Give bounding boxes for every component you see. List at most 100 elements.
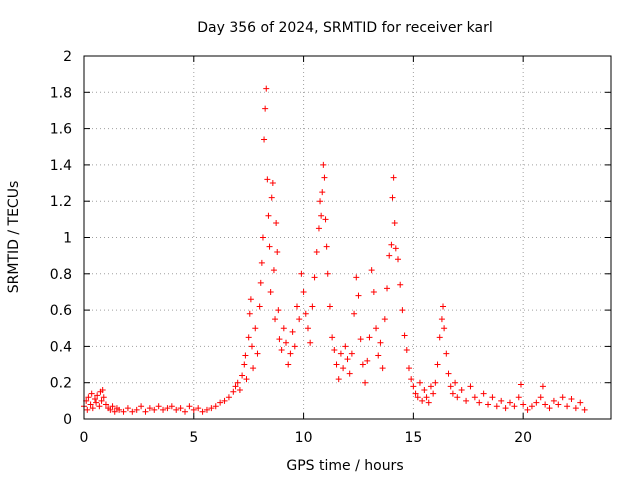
data-point xyxy=(296,316,303,323)
data-point xyxy=(489,394,496,401)
data-point xyxy=(467,383,474,390)
data-point xyxy=(362,379,369,386)
data-point xyxy=(440,303,447,310)
data-point xyxy=(423,394,430,401)
data-point xyxy=(88,390,95,397)
data-point xyxy=(267,288,274,295)
data-point xyxy=(359,361,366,368)
data-point xyxy=(392,245,399,252)
data-point xyxy=(318,212,325,219)
data-point xyxy=(246,310,253,317)
data-point xyxy=(430,390,437,397)
data-point xyxy=(502,405,509,412)
data-point xyxy=(480,390,487,397)
data-point xyxy=(357,336,364,343)
data-point xyxy=(109,403,116,410)
data-point xyxy=(370,288,377,295)
data-point xyxy=(572,405,579,412)
y-tick-label: 0.2 xyxy=(50,376,72,392)
data-point xyxy=(270,267,277,274)
data-point xyxy=(366,334,373,341)
data-point xyxy=(399,307,406,314)
data-point xyxy=(397,281,404,288)
data-point xyxy=(142,408,149,415)
data-point xyxy=(280,325,287,332)
data-point xyxy=(364,357,371,364)
data-point xyxy=(102,401,109,408)
data-point xyxy=(454,394,461,401)
data-point xyxy=(555,401,562,408)
data-point xyxy=(405,365,412,372)
data-point xyxy=(221,397,228,404)
data-point xyxy=(278,347,285,354)
data-point xyxy=(146,405,153,412)
data-point xyxy=(449,390,456,397)
data-point xyxy=(100,394,107,401)
data-point xyxy=(225,394,232,401)
x-tick-label: 0 xyxy=(80,430,89,446)
y-axis-label: SRMTID / TECUs xyxy=(6,181,22,294)
data-point xyxy=(408,376,415,383)
data-point xyxy=(302,310,309,317)
data-point xyxy=(377,339,384,346)
data-point xyxy=(298,270,305,277)
data-point xyxy=(182,408,189,415)
data-point xyxy=(379,365,386,372)
data-point xyxy=(517,381,524,388)
data-point xyxy=(84,406,91,413)
data-point xyxy=(291,343,298,350)
data-point xyxy=(252,325,259,332)
data-point xyxy=(160,406,167,413)
data-point xyxy=(261,136,268,143)
data-point xyxy=(230,388,237,395)
data-point xyxy=(111,408,118,415)
data-point xyxy=(266,243,273,250)
data-point xyxy=(293,303,300,310)
data-point xyxy=(326,303,333,310)
data-point xyxy=(324,270,331,277)
data-points xyxy=(81,85,588,415)
data-point xyxy=(403,347,410,354)
data-point xyxy=(98,397,105,404)
data-point xyxy=(151,406,158,413)
data-point xyxy=(285,361,292,368)
data-point xyxy=(309,303,316,310)
data-point xyxy=(273,219,280,226)
data-point xyxy=(217,399,224,406)
data-point xyxy=(329,334,336,341)
data-point xyxy=(155,403,162,410)
data-point xyxy=(138,403,145,410)
data-point xyxy=(493,403,500,410)
data-point xyxy=(348,350,355,357)
data-point xyxy=(256,303,263,310)
data-point xyxy=(568,396,575,403)
data-point xyxy=(438,316,445,323)
x-axis-label: GPS time / hours xyxy=(286,458,403,474)
data-point xyxy=(262,105,269,112)
data-point xyxy=(427,383,434,390)
data-point xyxy=(577,399,584,406)
data-point xyxy=(99,386,106,393)
data-point xyxy=(471,394,478,401)
data-point xyxy=(186,403,193,410)
data-point xyxy=(537,394,544,401)
data-point xyxy=(581,406,588,413)
grid-lines xyxy=(84,56,611,419)
data-point xyxy=(528,403,535,410)
y-tick-label: 0.8 xyxy=(50,267,72,283)
data-point xyxy=(391,219,398,226)
data-point xyxy=(283,339,290,346)
data-point xyxy=(164,405,171,412)
data-point xyxy=(434,361,441,368)
data-point xyxy=(239,372,246,379)
data-point xyxy=(307,339,314,346)
data-point xyxy=(390,174,397,181)
chart-title: Day 356 of 2024, SRMTID for receiver kar… xyxy=(197,20,493,36)
data-point xyxy=(311,274,318,281)
data-point xyxy=(375,352,382,359)
data-point xyxy=(322,216,329,223)
y-tick-label: 2 xyxy=(63,49,72,65)
data-point xyxy=(274,249,281,256)
data-point xyxy=(353,274,360,281)
data-point xyxy=(245,334,252,341)
